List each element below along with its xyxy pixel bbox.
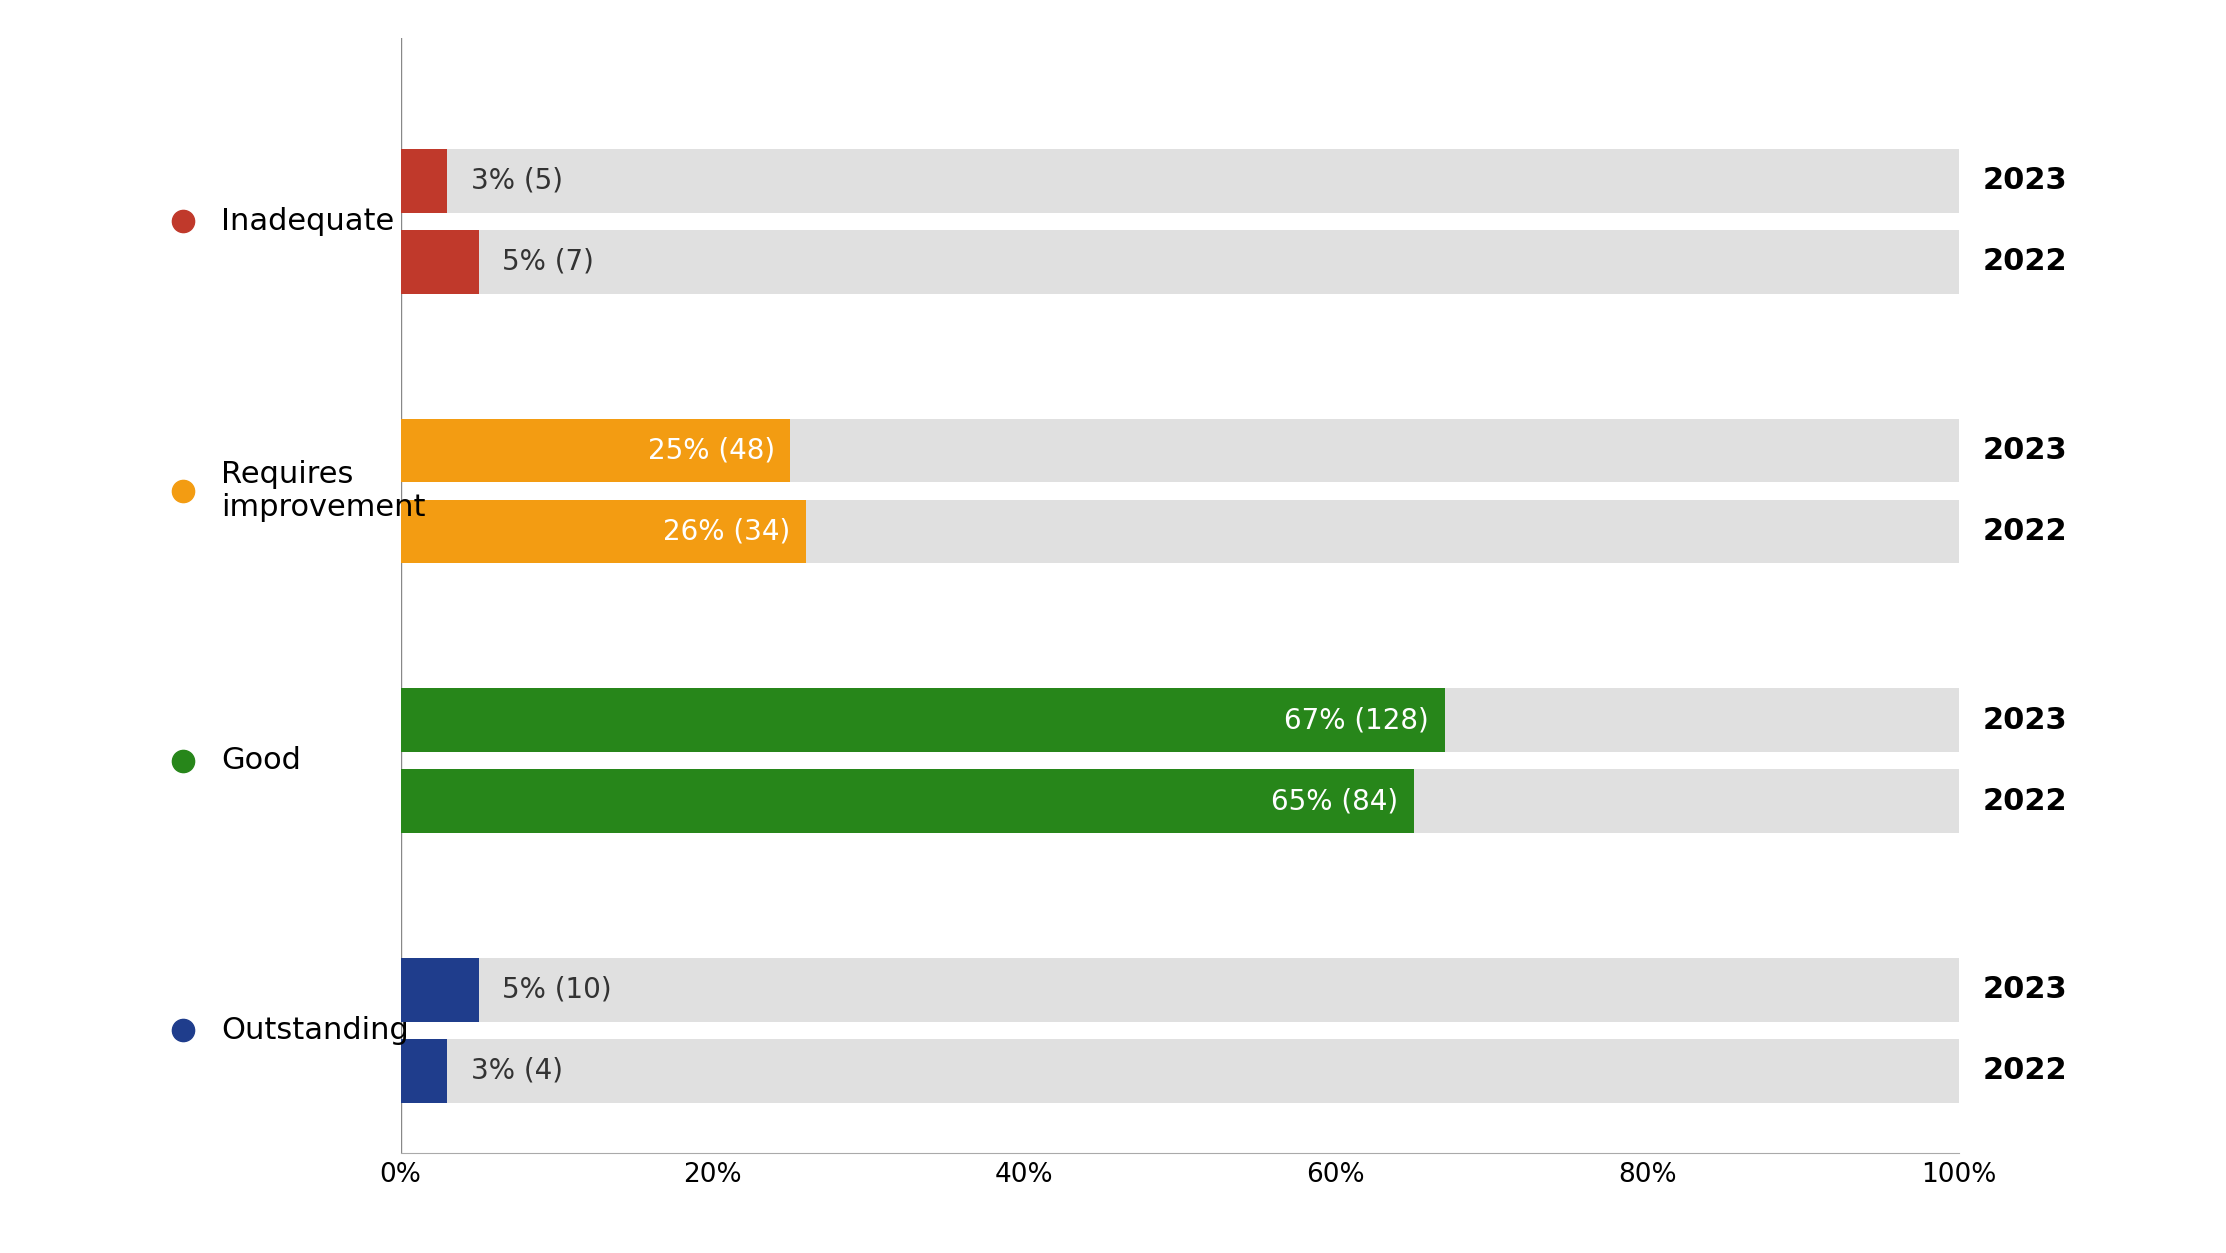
Text: 2023: 2023 <box>1981 167 2068 195</box>
Text: 5% (10): 5% (10) <box>503 976 612 1004</box>
Bar <box>401 688 1445 752</box>
Bar <box>401 688 1959 752</box>
Text: 67% (128): 67% (128) <box>1284 707 1429 734</box>
Text: 65% (84): 65% (84) <box>1271 787 1398 814</box>
Text: 2022: 2022 <box>1981 1056 2068 1085</box>
Text: 3% (5): 3% (5) <box>472 167 563 195</box>
Bar <box>401 419 1959 482</box>
Bar <box>401 1039 447 1103</box>
Text: 2023: 2023 <box>1981 975 2068 1004</box>
Bar <box>401 957 479 1021</box>
Bar <box>401 769 1414 833</box>
Text: 2022: 2022 <box>1981 787 2068 816</box>
Bar <box>401 419 790 482</box>
Text: 26% (34): 26% (34) <box>663 517 790 545</box>
Text: 5% (7): 5% (7) <box>503 248 594 276</box>
Bar <box>401 500 806 564</box>
Text: 3% (4): 3% (4) <box>472 1056 563 1085</box>
Bar <box>401 231 1959 293</box>
Text: 2022: 2022 <box>1981 517 2068 546</box>
Bar <box>401 769 1959 833</box>
Text: 2022: 2022 <box>1981 247 2068 277</box>
Bar <box>401 231 479 293</box>
Bar <box>401 500 1959 564</box>
Text: 25% (48): 25% (48) <box>648 436 775 465</box>
Text: Good: Good <box>223 746 301 776</box>
Text: Outstanding: Outstanding <box>223 1016 410 1045</box>
Text: 2023: 2023 <box>1981 436 2068 465</box>
Text: Inadequate: Inadequate <box>223 207 394 236</box>
Bar <box>401 149 1959 213</box>
Bar <box>401 149 447 213</box>
Bar <box>401 957 1959 1021</box>
Text: Requires
improvement: Requires improvement <box>223 460 425 523</box>
Bar <box>401 1039 1959 1103</box>
Text: 2023: 2023 <box>1981 705 2068 734</box>
